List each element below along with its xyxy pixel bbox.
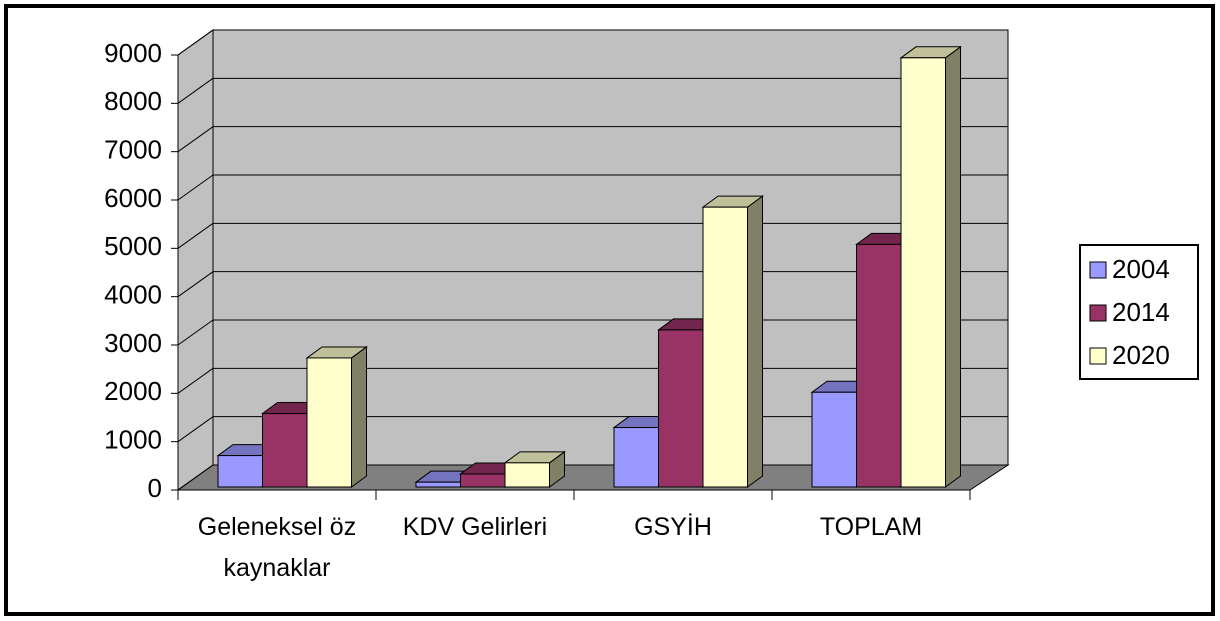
grid-line <box>177 271 214 298</box>
y-tick-label: 7000 <box>104 135 162 165</box>
bar <box>900 57 946 488</box>
grid-line <box>177 77 214 104</box>
y-tick-label: 4000 <box>104 280 162 310</box>
y-tick-label: 6000 <box>104 183 162 213</box>
bar <box>217 455 263 488</box>
grid-line <box>177 416 214 443</box>
bar <box>658 329 704 488</box>
x-tick-label: TOPLAM <box>819 513 923 541</box>
grid-line <box>177 126 214 153</box>
legend-label: 2020 <box>1112 340 1170 370</box>
bar <box>811 391 857 488</box>
bar <box>306 357 352 488</box>
y-tick-label: 8000 <box>104 86 162 116</box>
bar-side <box>351 345 367 488</box>
y-tick-label: 9000 <box>104 38 162 68</box>
y-tick-label: 1000 <box>104 425 162 455</box>
x-tick-label: Geleneksel öz kaynaklar <box>197 513 357 582</box>
bar-side <box>945 45 961 488</box>
bar <box>856 243 902 488</box>
legend-label: 2014 <box>1112 297 1170 327</box>
bar <box>460 473 506 488</box>
grid-line <box>177 29 214 56</box>
y-tick-label: 0 <box>148 473 162 503</box>
bar <box>415 481 461 488</box>
grid-line <box>177 174 214 201</box>
grid-line <box>177 367 214 394</box>
legend-swatch <box>1089 304 1107 322</box>
y-tick-label: 3000 <box>104 328 162 358</box>
bar <box>504 462 550 488</box>
grid-line <box>177 319 214 346</box>
legend-swatch <box>1089 261 1107 279</box>
grid-line <box>177 222 214 249</box>
x-tick-label: KDV Gelirleri <box>402 513 548 541</box>
y-tick-label: 2000 <box>104 376 162 406</box>
legend-label: 2004 <box>1112 254 1170 284</box>
bar <box>702 206 748 488</box>
bar <box>262 413 308 488</box>
y-tick-label: 5000 <box>104 231 162 261</box>
legend-swatch <box>1089 347 1107 365</box>
grid-line <box>177 464 214 491</box>
bar-side <box>747 195 763 488</box>
x-tick-label: GSYİH <box>634 513 712 541</box>
bar <box>613 427 659 488</box>
